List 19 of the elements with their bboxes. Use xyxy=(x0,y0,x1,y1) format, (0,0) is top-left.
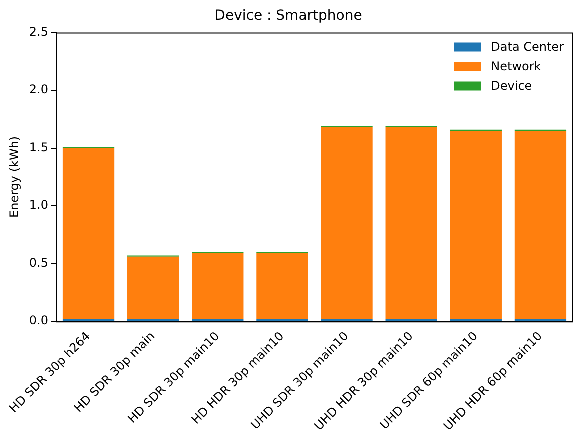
bar xyxy=(192,253,244,320)
legend-label: Network xyxy=(491,59,542,74)
y-tick-label: 2.5 xyxy=(29,24,48,39)
chart-title: Device : Smartphone xyxy=(214,8,362,24)
bar xyxy=(321,128,373,320)
y-tick-label: 1.5 xyxy=(29,140,48,154)
bar xyxy=(256,253,308,320)
bar xyxy=(128,256,180,320)
bar xyxy=(450,130,502,320)
bar xyxy=(386,128,438,320)
legend-label: Data Center xyxy=(491,40,564,54)
bar xyxy=(62,148,115,320)
y-tick-label: 0.5 xyxy=(29,256,48,270)
y-axis-title: Energy (kWh) xyxy=(7,136,22,218)
y-tick-label: 2.0 xyxy=(29,82,48,97)
legend-label: Device xyxy=(491,78,532,93)
bar xyxy=(514,130,567,320)
y-tick-label: 1.0 xyxy=(29,198,48,212)
y-tick-label: 0.0 xyxy=(29,314,48,328)
